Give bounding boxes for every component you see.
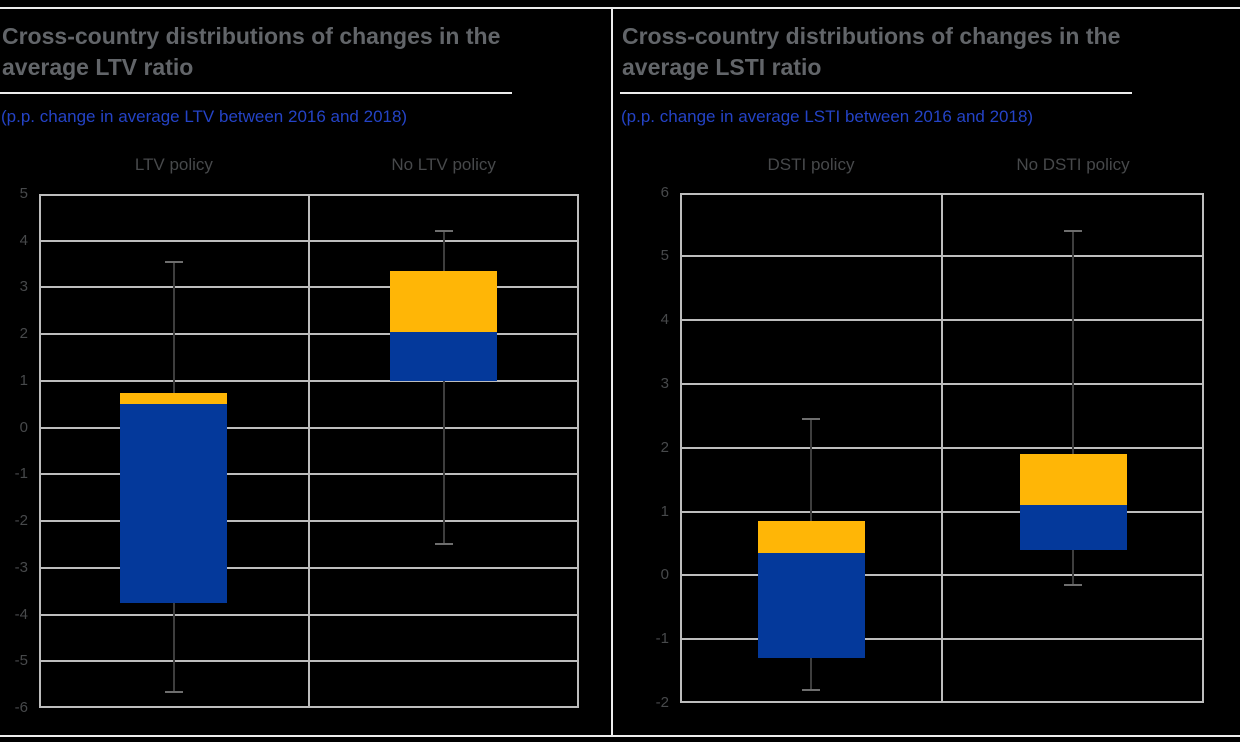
tick-label: -1 (14, 465, 28, 483)
whisker-cap-bottom (802, 689, 820, 692)
panel-divider (611, 7, 613, 737)
category-label: No LTV policy (391, 155, 496, 174)
right-title-rule (620, 92, 1132, 94)
whisker-bottom-line (810, 658, 812, 691)
tick-label: -4 (14, 605, 28, 623)
whisker-top-line (810, 419, 812, 522)
tick-label: 5 (660, 247, 669, 265)
tick-label: 3 (660, 374, 669, 392)
tick-label: 1 (19, 371, 28, 389)
box-upper-quartile (390, 271, 498, 332)
category-divider (941, 192, 943, 703)
box-lower-quartile (120, 404, 228, 603)
whisker-bottom-line (1072, 549, 1074, 585)
left-panel-title: Cross-country distributions of changes i… (2, 23, 501, 80)
left-title-rule (0, 92, 512, 94)
whisker-cap-top (434, 230, 453, 233)
box-lower-quartile (757, 553, 865, 659)
whisker-top-line (1072, 230, 1074, 455)
tick-label: -1 (655, 630, 669, 648)
category-label: LTV policy (134, 155, 213, 174)
tick-label: 4 (660, 311, 669, 329)
box-lower-quartile (1019, 505, 1127, 550)
tick-label: 4 (19, 231, 28, 249)
category-divider (307, 194, 310, 708)
box-upper-quartile (120, 392, 228, 405)
whisker-bottom-line (442, 380, 445, 545)
tick-label: 0 (660, 566, 669, 584)
whisker-cap-top (164, 260, 183, 263)
box-upper-quartile (1019, 454, 1127, 506)
box-lower-quartile (390, 331, 498, 381)
whisker-cap-top (802, 418, 820, 421)
tick-label: -5 (14, 652, 28, 670)
category-label: No DSTI policy (1016, 155, 1130, 174)
tick-label: 6 (660, 183, 669, 201)
whisker-cap-bottom (434, 543, 453, 546)
tick-label: -2 (655, 694, 669, 711)
tick-label: -6 (14, 699, 28, 716)
right-panel-title: Cross-country distributions of changes i… (622, 23, 1121, 80)
category-label: DSTI policy (767, 155, 855, 174)
tick-label: 2 (19, 325, 28, 343)
tick-label: -3 (14, 558, 28, 576)
right-panel-subtitle: (p.p. change in average LSTI between 201… (621, 107, 1034, 126)
bottom-border (0, 735, 1240, 737)
whisker-cap-bottom (164, 690, 183, 693)
whisker-bottom-line (172, 602, 175, 692)
tick-label: 5 (19, 185, 28, 202)
tick-label: -2 (14, 512, 28, 530)
whisker-cap-top (1064, 229, 1082, 232)
left-panel-subtitle: (p.p. change in average LTV between 2016… (1, 107, 408, 126)
tick-label: 2 (660, 438, 669, 456)
whisker-top-line (442, 231, 445, 272)
tick-label: 1 (660, 502, 669, 520)
top-border (0, 7, 1240, 9)
whisker-top-line (172, 261, 175, 393)
tick-label: 3 (19, 278, 28, 296)
tick-label: 0 (19, 418, 28, 436)
whisker-cap-bottom (1064, 583, 1082, 586)
box-upper-quartile (757, 521, 865, 554)
